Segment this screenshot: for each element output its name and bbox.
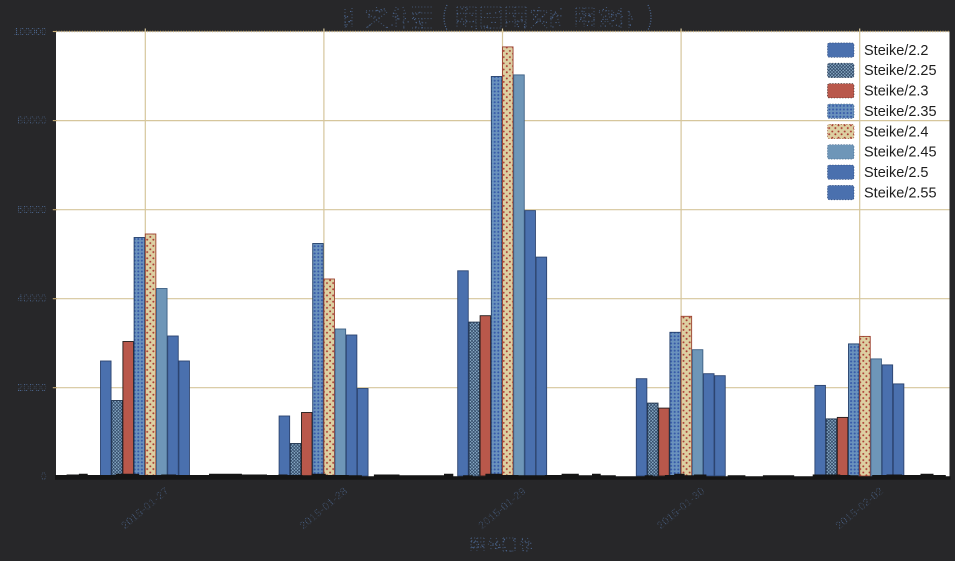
svg-text:40000: 40000 bbox=[17, 293, 47, 305]
svg-text:100000: 100000 bbox=[14, 27, 47, 38]
svg-text:Steike/2.55: Steike/2.55 bbox=[864, 185, 937, 201]
svg-text:Steike/2.45: Steike/2.45 bbox=[864, 145, 937, 161]
svg-text:60000: 60000 bbox=[17, 204, 47, 216]
svg-text:Steike/2.4: Steike/2.4 bbox=[864, 124, 929, 140]
svg-text:Steike/2.25: Steike/2.25 bbox=[864, 63, 937, 79]
svg-text:20000: 20000 bbox=[17, 382, 47, 394]
svg-text:Steike/2.2: Steike/2.2 bbox=[864, 43, 929, 59]
svg-text:Steike/2.5: Steike/2.5 bbox=[864, 165, 929, 181]
svg-text:Steike/2.3: Steike/2.3 bbox=[864, 84, 929, 100]
svg-text:0: 0 bbox=[41, 471, 47, 483]
svg-text:80000: 80000 bbox=[17, 115, 47, 127]
svg-text:Steike/2.35: Steike/2.35 bbox=[864, 104, 937, 120]
